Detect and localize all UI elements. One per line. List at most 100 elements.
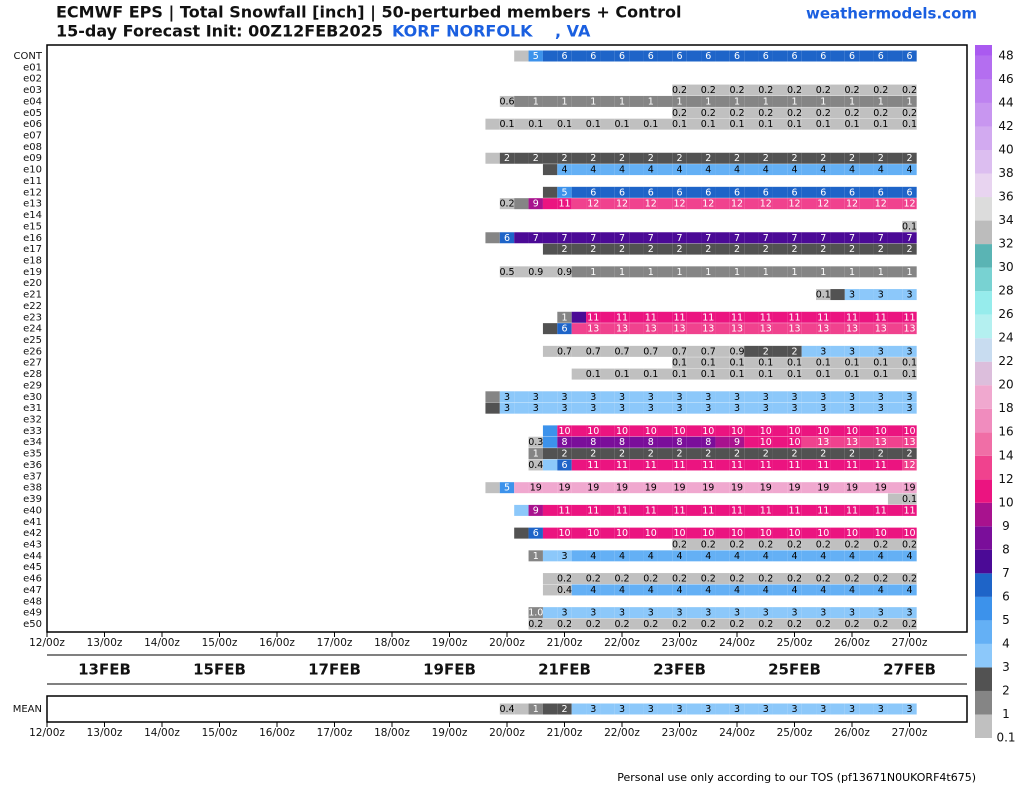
cell-label: 10: [645, 528, 657, 539]
x-tick-label: 16/00z: [259, 727, 295, 739]
cell: [715, 345, 730, 357]
cell: [801, 368, 817, 380]
cell: [657, 95, 673, 107]
cell: [787, 618, 802, 630]
cell: [701, 95, 716, 107]
cell: [887, 573, 903, 585]
cell-label: 10: [846, 528, 858, 539]
cell: [701, 482, 716, 494]
cell: [571, 573, 587, 585]
row-label: e15: [23, 221, 42, 232]
cell: [715, 198, 730, 210]
cell: [499, 402, 515, 414]
cell-label: 0.2: [557, 619, 572, 630]
cell: [801, 573, 817, 585]
cell-label: 19: [616, 483, 628, 494]
cell: [787, 164, 802, 176]
cell: [758, 482, 773, 494]
cell-label: 2: [619, 244, 625, 255]
cell: [586, 164, 601, 176]
cell-label: 0.2: [528, 619, 543, 630]
cell: [586, 311, 601, 323]
cell: [801, 345, 817, 357]
cell-label: 11: [760, 505, 772, 516]
cell-label: 11: [702, 505, 714, 516]
cell: [701, 448, 716, 460]
cell: [887, 84, 903, 96]
cell: [657, 232, 673, 244]
cell: [887, 243, 903, 255]
cell: [873, 703, 888, 715]
cell-label: 0.2: [672, 619, 687, 630]
cell: [902, 607, 917, 619]
cell-label: 11: [616, 505, 628, 516]
cell-label: 1: [734, 267, 740, 278]
row-label: e48: [23, 596, 42, 607]
cell: [614, 232, 630, 244]
cell: [859, 436, 874, 448]
cell: [729, 118, 745, 130]
cell-label: 4: [906, 551, 912, 562]
cell: [614, 573, 630, 585]
row-label: e32: [23, 415, 42, 426]
cell-label: 2: [590, 244, 596, 255]
colorbar-segment: [975, 573, 992, 597]
cell: [844, 703, 860, 715]
cell: [801, 232, 817, 244]
cell-label: 4: [820, 585, 826, 596]
cell: [600, 232, 615, 244]
cell-label: 3: [590, 403, 596, 414]
cell: [557, 504, 572, 516]
cell-label: 19: [673, 483, 685, 494]
x-tick-label: 13/00z: [87, 727, 123, 739]
cell: [514, 95, 529, 107]
cell-label: 13: [616, 324, 628, 335]
cell: [643, 152, 658, 164]
cell-label: 0.2: [787, 574, 802, 585]
cell: [629, 573, 644, 585]
cell-label: 0.2: [873, 619, 888, 630]
cell: [744, 402, 759, 414]
cell: [758, 95, 773, 107]
cell-label: 1: [648, 96, 654, 107]
cell: [499, 482, 515, 494]
cell: [859, 95, 874, 107]
cell-label: 13: [817, 437, 829, 448]
cell: [787, 198, 802, 210]
cell: [686, 152, 702, 164]
cell: [873, 573, 888, 585]
cell-label: 3: [705, 392, 711, 403]
colorbar-label: 36: [998, 190, 1013, 204]
cell: [657, 311, 673, 323]
cell-label: 6: [590, 51, 596, 62]
cell: [614, 266, 630, 278]
cell: [586, 50, 601, 62]
cell-label: 1: [878, 96, 884, 107]
cell: [729, 266, 745, 278]
row-label: e12: [23, 187, 42, 198]
cell: [629, 618, 644, 630]
colorbar-label: 4: [1002, 636, 1010, 650]
cell-label: 11: [875, 505, 887, 516]
cell: [542, 448, 558, 460]
cell: [686, 459, 702, 471]
cell-label: 0.1: [614, 119, 629, 130]
cell: [629, 232, 644, 244]
cell: [816, 95, 831, 107]
cell-label: 2: [763, 153, 769, 164]
cell: [600, 198, 615, 210]
cell-label: 10: [846, 426, 858, 437]
cell-label: 1: [533, 704, 539, 715]
colorbar-label: 5: [1002, 613, 1010, 627]
cell-label: 10: [702, 426, 714, 437]
cell: [557, 527, 572, 539]
cell: [600, 618, 615, 630]
cell: [801, 402, 817, 414]
cell: [586, 436, 601, 448]
cell: [643, 118, 658, 130]
cell: [686, 345, 702, 357]
cell-label: 10: [673, 528, 685, 539]
colorbar-label: 40: [998, 143, 1013, 157]
cell-label: 12: [817, 199, 829, 210]
cell: [614, 459, 630, 471]
